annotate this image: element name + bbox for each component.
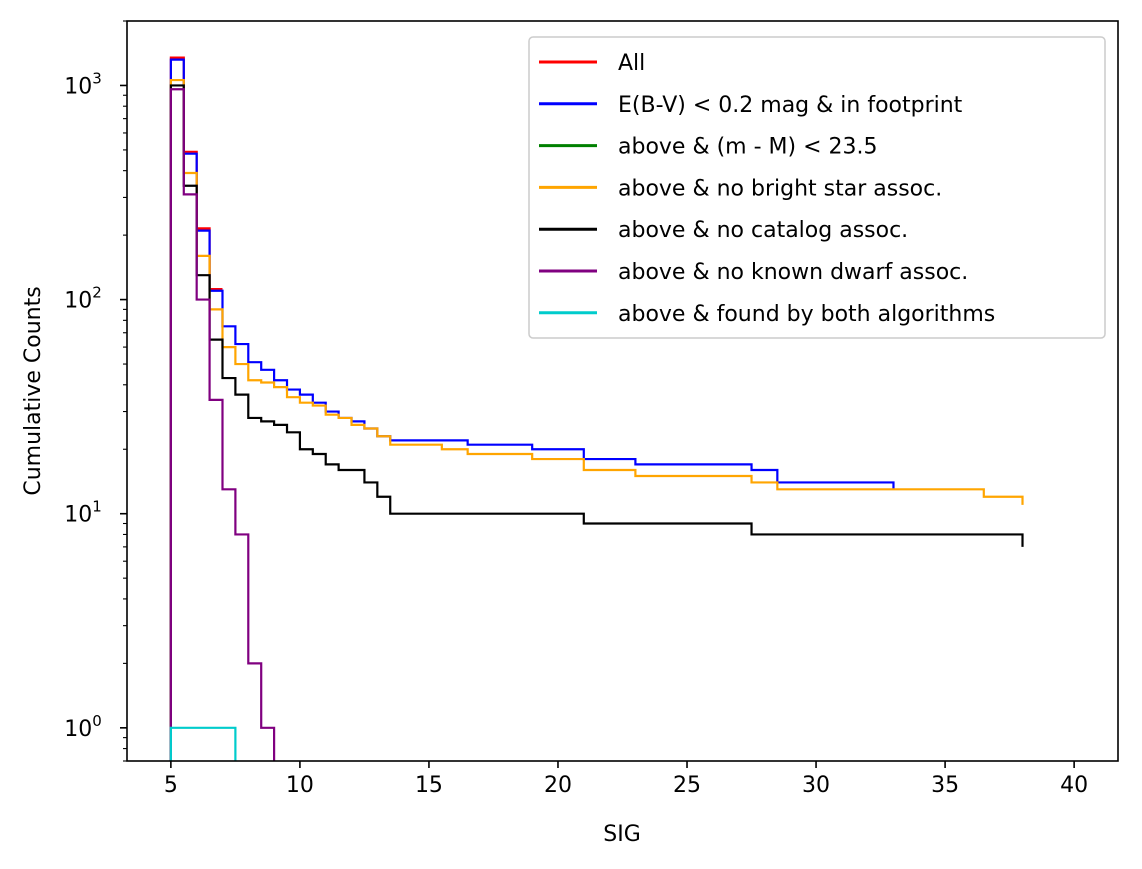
y-tick-exponent: 3 bbox=[92, 69, 102, 87]
legend-box bbox=[528, 36, 1106, 339]
x-tick-label: 15 bbox=[415, 773, 443, 798]
series-line-5 bbox=[169, 88, 276, 761]
series-line-6 bbox=[169, 726, 237, 761]
legend-label: All bbox=[618, 51, 645, 76]
x-tick-label: 10 bbox=[286, 773, 314, 798]
x-axis: 5 10 15 20 25 30 35 40 bbox=[164, 761, 1088, 798]
legend-label: above & found by both algorithms bbox=[618, 302, 995, 327]
x-axis-label: SIG bbox=[603, 822, 641, 847]
legend-label: E(B-V) < 0.2 mag & in footprint bbox=[618, 93, 963, 118]
x-tick-label: 35 bbox=[931, 773, 959, 798]
y-tick-exponent: 0 bbox=[92, 712, 102, 730]
x-tick-label: 5 bbox=[164, 773, 178, 798]
legend: All E(B-V) < 0.2 mag & in footprint above … bbox=[528, 36, 1106, 339]
x-tick-label: 20 bbox=[544, 773, 572, 798]
legend-label: above & no known dwarf assoc. bbox=[618, 260, 968, 285]
legend-label: above & no bright star assoc. bbox=[618, 176, 942, 201]
series-layer bbox=[169, 56, 1024, 761]
x-tick-label: 40 bbox=[1060, 773, 1088, 798]
legend-label: above & no catalog assoc. bbox=[618, 218, 908, 243]
legend-label: above & (m - M) < 23.5 bbox=[618, 135, 878, 160]
x-tick-label: 25 bbox=[673, 773, 701, 798]
y-tick-exponent: 1 bbox=[92, 498, 102, 516]
plot-frame bbox=[126, 20, 1119, 762]
y-tick-exponent: 2 bbox=[92, 284, 102, 302]
x-tick-label: 30 bbox=[802, 773, 830, 798]
y-axis-label: Cumulative Counts bbox=[21, 286, 46, 495]
